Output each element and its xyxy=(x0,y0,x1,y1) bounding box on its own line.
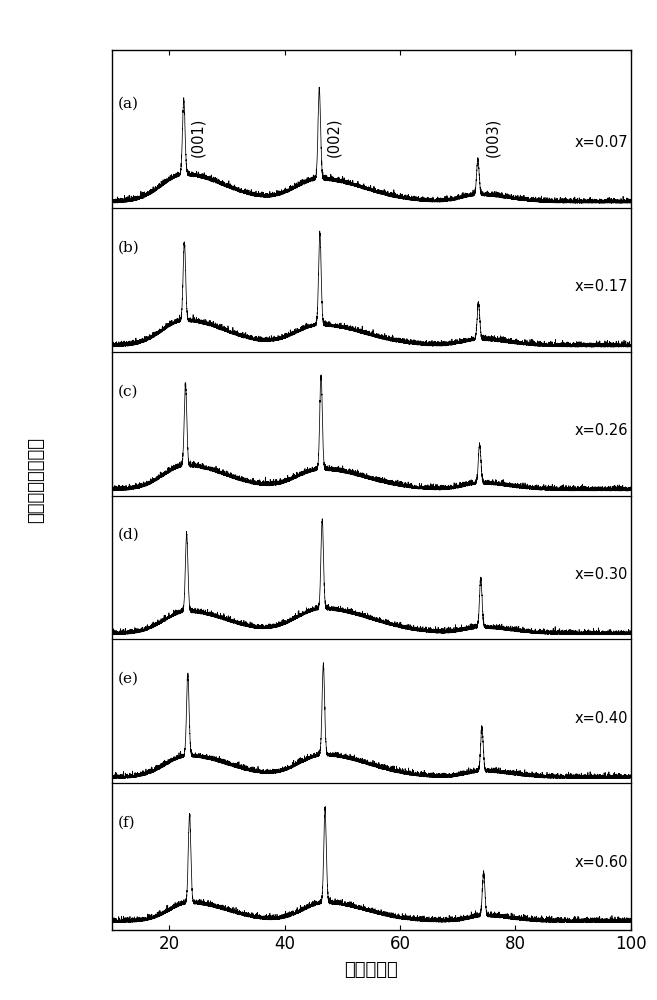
Text: x=0.40: x=0.40 xyxy=(574,711,628,726)
Text: (001): (001) xyxy=(191,117,206,157)
Text: (002): (002) xyxy=(327,117,341,157)
Text: x=0.30: x=0.30 xyxy=(574,567,628,582)
Text: x=0.17: x=0.17 xyxy=(574,279,628,294)
Text: (f): (f) xyxy=(118,816,135,830)
Text: x=0.26: x=0.26 xyxy=(574,423,628,438)
Text: 强度（任意单位）: 强度（任意单位） xyxy=(27,437,45,523)
Text: x=0.07: x=0.07 xyxy=(574,135,628,150)
Text: (b): (b) xyxy=(118,240,139,254)
Text: x=0.60: x=0.60 xyxy=(574,855,628,870)
Text: (e): (e) xyxy=(118,672,139,686)
Text: (d): (d) xyxy=(118,528,139,542)
Text: (003): (003) xyxy=(485,118,500,157)
Text: (a): (a) xyxy=(118,96,139,110)
X-axis label: 角度（度）: 角度（度） xyxy=(344,961,398,979)
Text: (c): (c) xyxy=(118,384,138,398)
